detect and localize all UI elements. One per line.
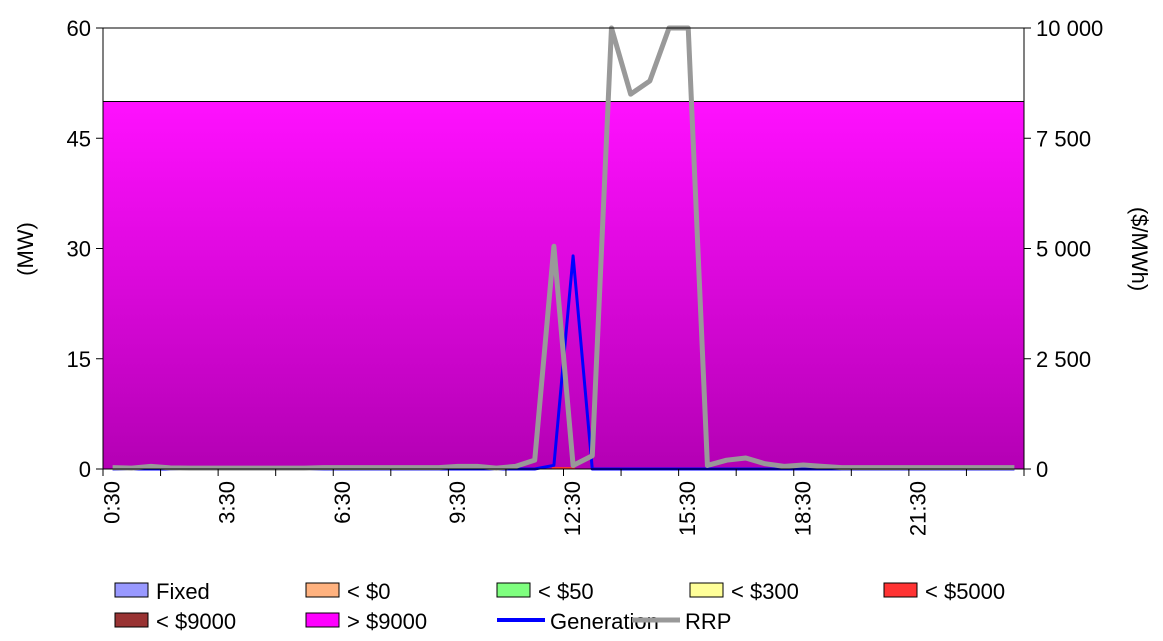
x-tick-label: 15:30 [675,481,700,536]
x-tick-label: 18:30 [790,481,815,536]
x-tick-label: 21:30 [905,481,930,536]
y-left-tick-label: 30 [67,237,91,262]
rrp-line [112,25,1015,471]
legend-label-lt9000: < $9000 [156,609,236,634]
legend-label-gt9000: > $9000 [347,609,427,634]
legend-label-lt50: < $50 [538,579,594,604]
x-tick-label: 6:30 [330,481,355,524]
y-right-tick-label: 0 [1036,457,1048,482]
area-gt9000-series [102,101,1025,470]
y-right-tick-label: 7 500 [1036,126,1091,151]
y-left-tick-label: 60 [67,16,91,41]
x-tick-label: 3:30 [215,481,240,524]
legend-swatch-gt9000 [305,612,340,628]
x-tick-label: 9:30 [445,481,470,524]
legend: Fixed < $0 < $50 < $300 < $5000 < $9000 > $900… [114,579,1005,634]
area-lt5000-sliver [551,467,576,469]
y-left-tick-label: 0 [79,457,91,482]
x-tick-label: 12:30 [560,481,585,536]
legend-label-fixed: Fixed [156,579,210,604]
y-right-tick-label: 10 000 [1036,16,1103,41]
legend-swatch-fixed [114,582,149,598]
plot-area [102,25,1025,471]
y-right-tick-label: 2 500 [1036,347,1091,372]
legend-swatch-lt0 [305,582,340,598]
legend-label-lt5000: < $5000 [925,579,1005,604]
legend-swatch-lt5000 [883,582,918,598]
legend-swatch-lt50 [496,582,531,598]
legend-swatch-lt9000 [114,612,149,628]
axes: 0 15 30 45 60 0 2 500 5 000 7 500 10 000 0:30 3:30 6… [67,16,1104,536]
legend-label-lt0: < $0 [347,579,390,604]
legend-label-rrp: RRP [685,609,731,634]
y-right-tick-label: 5 000 [1036,237,1091,262]
x-tick-label: 0:30 [100,481,125,524]
y-left-tick-label: 45 [67,126,91,151]
legend-swatch-lt300 [689,582,724,598]
y-left-tick-label: 15 [67,347,91,372]
y-left-axis-title: (MW) [13,222,38,276]
legend-label-lt300: < $300 [731,579,799,604]
y-right-axis-title: ($/MWh) [1127,207,1152,291]
